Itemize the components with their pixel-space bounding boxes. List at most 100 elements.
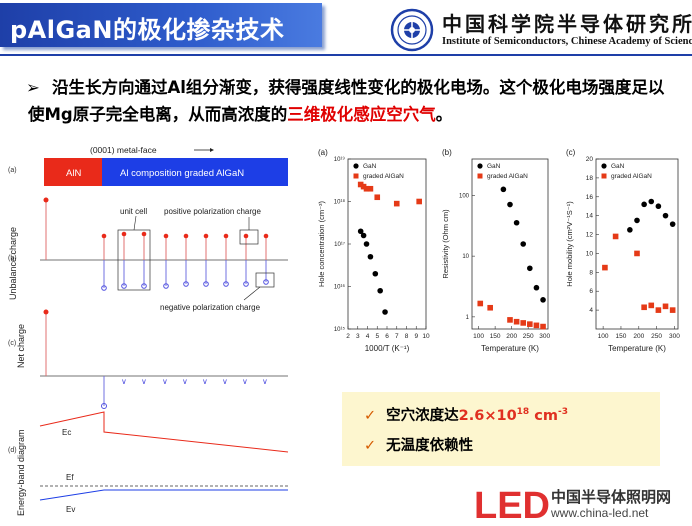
svg-text:∨: ∨ xyxy=(121,377,127,386)
panel-c-label: (c) xyxy=(8,340,16,347)
footer-url: www.china-led.net xyxy=(551,506,649,520)
ylabel-energy-band: Energy-band diagram xyxy=(16,429,26,516)
y-tick-label: 10¹⁵ xyxy=(334,326,346,333)
footer-brand: 中国半导体照明网 xyxy=(551,488,672,506)
summary-item-concentration: ✓ 空穴浓度达2.6×1018 cm-3 xyxy=(364,407,568,424)
aln-layer xyxy=(44,158,102,186)
bullet-end: 。 xyxy=(435,105,453,124)
data-point xyxy=(513,219,520,226)
graded-layer-label: Al composition graded AlGaN xyxy=(120,168,244,179)
svg-text:∨: ∨ xyxy=(182,377,188,386)
legend-marker xyxy=(601,173,607,179)
data-point xyxy=(487,304,493,311)
y-axis-label: Hole concentration (cm⁻³) xyxy=(317,200,326,287)
y-tick-label: 18 xyxy=(586,175,594,182)
bullet-text: 沿生长方向通过Al组分渐变，获得强度线性变化的极化电场。这个极化电场强度足以使M… xyxy=(28,78,665,124)
legend-label: GaN xyxy=(611,163,625,170)
ev-label: Ev xyxy=(66,505,75,514)
x-tick-label: 9 xyxy=(414,333,418,340)
x-tick-label: 150 xyxy=(616,333,627,340)
data-point xyxy=(513,318,520,325)
data-point xyxy=(662,212,669,219)
panel-a-label: (a) xyxy=(8,167,17,174)
x-tick-label: 300 xyxy=(669,333,680,340)
bullet-highlight: 三维极化感应空穴气 xyxy=(287,105,436,124)
panel-label: (b) xyxy=(442,148,452,157)
data-point xyxy=(540,323,546,330)
data-point xyxy=(648,302,655,309)
panel-label: (a) xyxy=(318,148,328,157)
y-axis-label: Resistivity (Ohm cm) xyxy=(441,209,450,279)
y-tick-label: 10 xyxy=(586,250,594,257)
y-tick-label: 14 xyxy=(586,213,594,220)
check-icon: ✓ xyxy=(364,408,377,424)
data-point xyxy=(360,232,367,239)
concentration-value: 2.6×1018 cm-3 xyxy=(458,407,568,424)
growth-arrow-icon xyxy=(210,148,214,152)
data-point xyxy=(393,200,400,207)
aln-net-dot xyxy=(43,309,49,315)
data-point xyxy=(416,198,422,205)
data-point xyxy=(507,317,513,323)
data-point xyxy=(662,303,669,310)
led-mark: LED xyxy=(474,485,550,526)
data-point xyxy=(627,227,633,233)
y-tick-label: 1 xyxy=(466,315,470,321)
x-tick-label: 8 xyxy=(405,333,409,340)
summary-item-temperature: ✓ 无温度依赖性 xyxy=(364,438,474,454)
x-tick-label: 200 xyxy=(506,333,517,340)
data-point xyxy=(648,198,655,205)
institute-logo-icon xyxy=(390,8,434,52)
legend-marker xyxy=(353,173,359,179)
x-axis-label: Temperature (K) xyxy=(608,344,666,353)
y-tick-label: 8 xyxy=(589,269,593,276)
interface-net-dot xyxy=(101,403,107,409)
legend-marker xyxy=(601,163,607,169)
ev-band-line xyxy=(39,489,288,501)
title-bar: pAlGaN的极化掺杂技术 xyxy=(0,3,322,47)
y-tick-label: 10¹⁹ xyxy=(334,156,346,163)
y-tick-label: 10¹⁸ xyxy=(334,199,346,206)
polarization-diagram: (a) (0001) metal-face AlN Al composition… xyxy=(8,145,289,516)
x-tick-label: 250 xyxy=(651,333,662,340)
data-point xyxy=(641,201,647,208)
data-point xyxy=(367,185,374,192)
svg-text:∨: ∨ xyxy=(141,377,147,386)
data-point xyxy=(634,250,640,257)
ylabel-unbalance: Unbalance charge xyxy=(8,227,18,300)
data-point xyxy=(382,309,388,315)
x-tick-label: 4 xyxy=(366,333,370,340)
x-tick-label: 100 xyxy=(598,333,609,340)
legend-label: graded AlGaN xyxy=(487,173,528,180)
x-tick-label: 150 xyxy=(490,333,501,340)
x-tick-label: 200 xyxy=(633,333,644,340)
legend-marker xyxy=(477,173,483,179)
panel-d-label: (d) xyxy=(8,447,17,454)
x-tick-label: 300 xyxy=(539,333,550,340)
data-point xyxy=(602,264,608,271)
x-tick-label: 100 xyxy=(473,333,484,340)
data-point xyxy=(360,183,367,190)
negative-charge-label: negative polarization charge xyxy=(160,303,261,312)
data-point xyxy=(500,186,507,193)
svg-text:∨: ∨ xyxy=(222,377,228,386)
negative-charge-box xyxy=(255,272,275,288)
ylabel-net-charge: Net charge xyxy=(16,324,26,368)
data-point xyxy=(477,300,484,307)
data-point xyxy=(669,221,676,227)
y-tick-label: 12 xyxy=(586,232,594,239)
data-point xyxy=(357,228,364,235)
positive-charge-box xyxy=(239,229,259,245)
data-point xyxy=(527,265,533,272)
y-tick-label: 10¹⁶ xyxy=(334,284,346,291)
bullet-paragraph: ➢ 沿生长方向通过Al组分渐变，获得强度线性变化的极化电场。这个极化电场强度足以… xyxy=(26,74,678,128)
legend-label: graded AlGaN xyxy=(611,173,652,180)
panel-label: (c) xyxy=(566,148,576,157)
legend-marker xyxy=(353,163,359,169)
plot-frame xyxy=(471,158,549,330)
ec-label: Ec xyxy=(62,428,71,437)
y-tick-label: 20 xyxy=(586,156,594,163)
legend-label: GaN xyxy=(363,163,377,170)
data-point xyxy=(377,287,383,294)
